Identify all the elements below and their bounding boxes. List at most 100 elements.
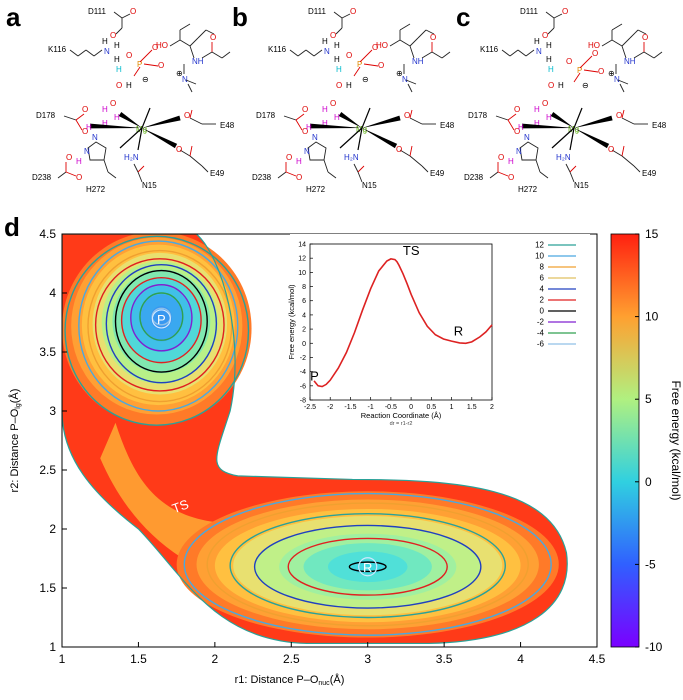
bond: [211, 51, 223, 59]
bond: [115, 27, 123, 35]
bond: [179, 39, 191, 47]
bond: [169, 39, 181, 47]
bond: [621, 117, 635, 125]
atom-label: H: [334, 113, 340, 122]
atom-label: O: [608, 145, 614, 154]
inset-background: [290, 234, 590, 426]
residue-label-n15: N15: [142, 181, 157, 190]
bond: [409, 117, 423, 125]
atom-label: O: [396, 145, 402, 154]
atom-label: H: [546, 55, 552, 64]
atom-label: O: [430, 33, 436, 42]
bond: [133, 163, 139, 173]
bond: [601, 39, 613, 47]
atom-label: N: [84, 147, 90, 156]
free-energy-surface: P R TS: [62, 234, 568, 645]
wedge-bond: [574, 115, 613, 128]
legend-label: 12: [535, 241, 544, 250]
bond: [341, 13, 351, 19]
bond: [525, 49, 535, 57]
atom-label: ⊖: [362, 75, 369, 84]
residue-label-d238: D238: [464, 173, 484, 182]
atom-label: N: [312, 133, 318, 142]
atom-label: NH: [624, 57, 636, 66]
x-axis-title: r1: Distance P–Onuc(Å): [235, 673, 345, 687]
wedge-bond: [338, 111, 362, 128]
phosphorus-atom: P: [577, 66, 582, 75]
y-tick-label: 1.5: [39, 581, 56, 595]
atom-label: H: [102, 37, 108, 46]
scheme-c: D111OOK116NHHHHOHPOOO⊖N⊕HONHOMgHOHHD178O…: [464, 7, 667, 194]
bond: [507, 113, 517, 121]
inset-x-tick-label: 1.5: [467, 404, 477, 411]
residue-label-n15: N15: [362, 181, 377, 190]
bond: [545, 11, 555, 19]
wedge-bond: [521, 123, 574, 129]
atom-label: H₂N: [124, 153, 139, 162]
phosphorus-atom: P: [137, 60, 142, 69]
surface-clip: P R TS: [62, 234, 568, 645]
residue-label-d111: D111: [520, 7, 538, 16]
inset-x-tick-label: 2: [490, 404, 494, 411]
bond: [77, 49, 87, 57]
bond: [409, 109, 413, 119]
contour-line-p: [64, 235, 250, 426]
inset-y-tick-label: 10: [298, 270, 306, 277]
contour-line-r: [348, 561, 387, 573]
colorbar: 15 10 5 0 -5 -10 Free energy (kcal/mol): [610, 227, 683, 654]
bond: [295, 113, 305, 121]
colorbar-tick-label: 5: [645, 392, 652, 406]
contour-line-r: [183, 492, 552, 636]
colorbar-title: Free energy (kcal/mol): [669, 380, 683, 500]
bond: [399, 149, 411, 157]
atom-label: H: [334, 41, 340, 50]
atom-label: O: [542, 31, 548, 40]
bond: [285, 171, 297, 177]
x-tick-label: 3: [364, 652, 371, 666]
inset-profile-chart: -2.5 -2 -1.5 -1 -0.5 0 0.5 1 1.5 2 14 12 10 8 6 4 2 0 -2 -4…: [287, 234, 590, 427]
colorbar-tick-label: 10: [645, 310, 659, 324]
y-tick-label: 3: [49, 404, 56, 418]
bond: [137, 171, 143, 183]
inset-x-tick-label: -2: [327, 404, 333, 411]
atom-label: O: [336, 81, 342, 90]
atom-label: O: [116, 81, 122, 90]
atom-label: H: [116, 65, 122, 74]
atom-label: ⊕: [608, 69, 615, 78]
bond: [507, 119, 515, 131]
x-tick-label: 3.5: [436, 652, 453, 666]
bond: [339, 127, 363, 149]
contour-line-r: [206, 502, 529, 627]
bond: [653, 51, 663, 59]
bond: [185, 79, 197, 85]
wedge-bond: [142, 115, 181, 128]
bond: [611, 149, 623, 157]
residue-label-e48: E48: [652, 121, 667, 130]
bond: [93, 49, 103, 57]
atom-label: O: [514, 105, 520, 114]
bond: [277, 171, 287, 179]
bond: [633, 51, 645, 59]
bond: [573, 72, 581, 83]
y-tick-label: 1: [49, 640, 56, 654]
bond: [57, 171, 67, 179]
atom-label: O: [330, 99, 336, 108]
atom-label: O: [508, 173, 514, 182]
residue-label-h272: H272: [86, 185, 106, 194]
atom-label: O: [514, 127, 520, 136]
atom-label: O: [82, 105, 88, 114]
inset-x-tick-label: -0.5: [385, 404, 397, 411]
atom-label: N: [182, 75, 188, 84]
inset-y-tick-label: 2: [302, 327, 306, 334]
colorbar-tick-label: 0: [645, 475, 652, 489]
bond: [189, 145, 193, 157]
bond: [179, 149, 191, 157]
x-tick-label: 2.5: [283, 652, 300, 666]
bond: [551, 127, 575, 149]
colorbar-gradient: [610, 233, 640, 648]
atom-label: H: [518, 123, 524, 132]
atom-label: O: [372, 43, 378, 52]
bond: [361, 107, 371, 129]
atom-label: O: [346, 51, 352, 60]
atom-label: H: [322, 37, 328, 46]
